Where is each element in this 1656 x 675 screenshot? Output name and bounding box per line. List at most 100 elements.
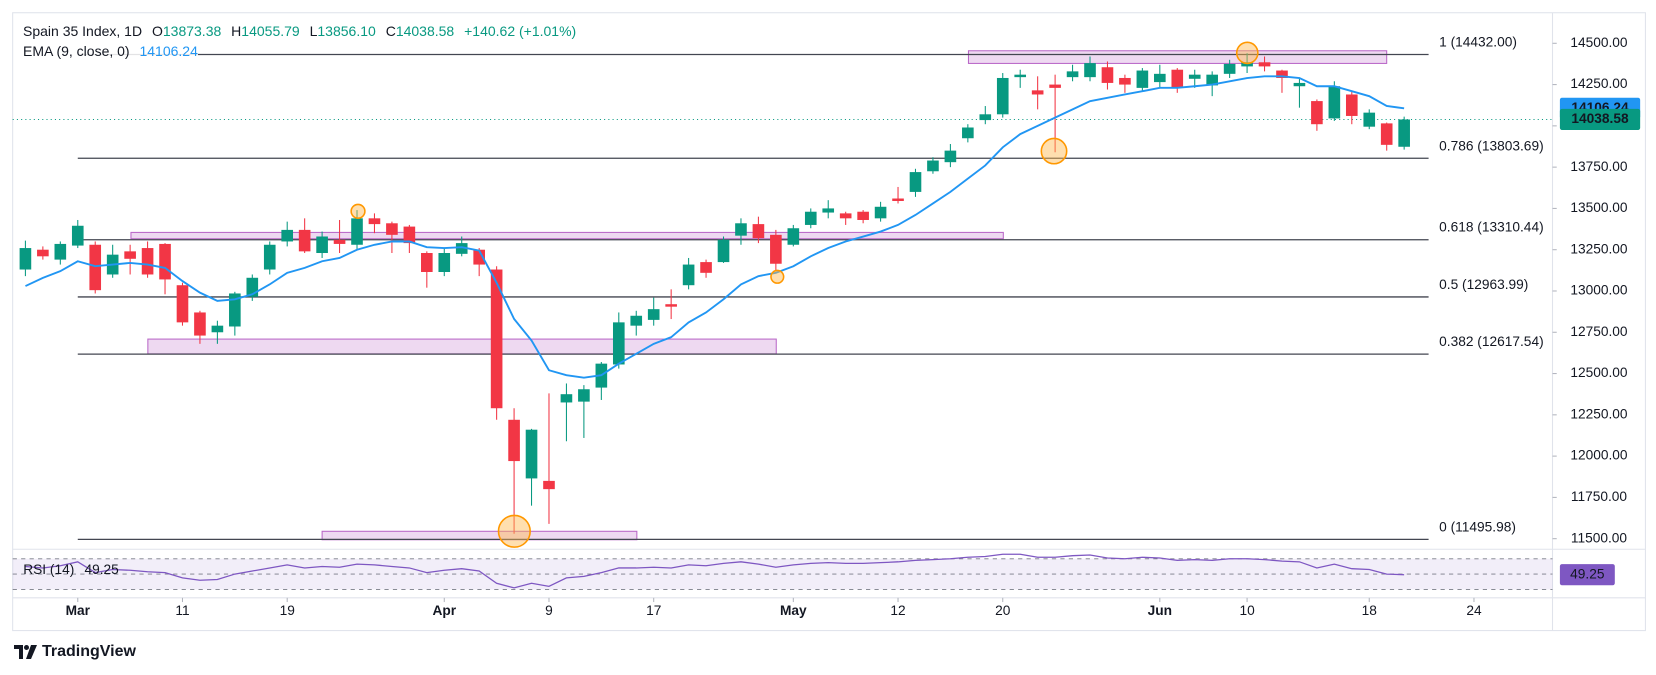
x-tick-label: 18 xyxy=(1362,603,1378,618)
candle-body xyxy=(263,244,276,270)
rsi-name: RSI (14) xyxy=(23,562,74,577)
candle-body xyxy=(770,234,782,264)
y-tick-label: 12250.00 xyxy=(1570,406,1628,421)
fib-label: 0.618 (13310.44) xyxy=(1439,220,1544,235)
candle-body xyxy=(996,77,1009,115)
zone xyxy=(967,50,1388,64)
zone xyxy=(130,231,1004,240)
candle-body xyxy=(1258,62,1271,67)
candle-body xyxy=(176,285,189,323)
x-tick-label: 11 xyxy=(175,603,189,618)
candle-body xyxy=(1119,77,1131,85)
candle-body xyxy=(979,114,992,121)
ohlc-value: 14038.58 xyxy=(395,23,455,39)
candle-body xyxy=(1328,86,1341,119)
candle-body xyxy=(1398,119,1410,147)
x-tick-label: 24 xyxy=(1466,603,1482,618)
x-tick-label: Mar xyxy=(66,603,91,618)
candle-body xyxy=(1276,70,1288,78)
brand-name: TradingView xyxy=(42,643,136,660)
candle-body xyxy=(1049,84,1061,88)
candle-body xyxy=(874,206,887,219)
y-tick-label: 11750.00 xyxy=(1571,489,1628,504)
candle-body xyxy=(1084,63,1096,78)
candle-body xyxy=(1345,94,1358,116)
candle-body xyxy=(560,394,573,403)
candle-body xyxy=(525,429,538,479)
candle-body xyxy=(962,127,974,139)
ema-name: EMA (9, close, 0) xyxy=(23,43,130,59)
ohlc-key: L xyxy=(309,23,318,39)
candle-body xyxy=(71,225,84,246)
candle-body xyxy=(351,218,363,245)
candle-body xyxy=(1031,90,1044,95)
candle-body xyxy=(1171,69,1184,88)
candle-body xyxy=(682,264,695,286)
x-tick-label: Jun xyxy=(1148,603,1172,618)
ohlc-key: C xyxy=(385,23,396,39)
candle-body xyxy=(1380,123,1393,145)
candle-body xyxy=(717,239,730,263)
candle-body xyxy=(298,229,311,252)
candle-body xyxy=(892,198,904,201)
candle-body xyxy=(1311,101,1323,125)
x-tick-label: 17 xyxy=(646,603,661,618)
candle-body xyxy=(316,236,328,254)
ohlc-key: H xyxy=(231,23,242,39)
price-tag-label: 14038.58 xyxy=(1571,111,1629,126)
ohlc-value: 14055.79 xyxy=(241,23,300,39)
candle-body xyxy=(944,150,957,163)
candle-body xyxy=(578,389,590,402)
fib-label: 0 (11495.98) xyxy=(1439,519,1516,534)
candle-body xyxy=(368,218,381,225)
rsi-tag-label: 49.25 xyxy=(1570,566,1605,581)
ohlc-value: 13856.10 xyxy=(317,23,376,39)
fib-label: 0.786 (13803.69) xyxy=(1439,138,1544,153)
candle-body xyxy=(403,226,416,244)
candle-body xyxy=(927,160,939,172)
candle-body xyxy=(455,243,468,254)
candle-body xyxy=(1101,67,1114,83)
rsi-line xyxy=(25,553,1405,589)
candle-body xyxy=(647,309,660,320)
highlight-circle xyxy=(770,269,785,284)
y-tick-label: 14250.00 xyxy=(1570,76,1628,91)
symbol-title: Spain 35 Index, 1D xyxy=(23,23,143,39)
candle-body xyxy=(333,239,346,244)
y-tick-label: 11500.00 xyxy=(1571,530,1628,545)
y-tick-label: 12750.00 xyxy=(1570,324,1628,339)
y-tick-label: 12000.00 xyxy=(1570,448,1628,463)
candle-body xyxy=(1363,112,1376,127)
y-tick-label: 13250.00 xyxy=(1570,241,1628,256)
brand-logo xyxy=(14,645,37,659)
x-tick-label: 10 xyxy=(1239,603,1255,618)
candle-body xyxy=(37,249,49,257)
candle-body xyxy=(630,315,643,326)
candle-body xyxy=(735,223,747,236)
frame xyxy=(12,12,1646,632)
rsi-value: 49.25 xyxy=(84,562,119,577)
candle-body xyxy=(1293,82,1306,87)
candle-body xyxy=(211,325,224,333)
candle-body xyxy=(229,293,241,327)
candle-body xyxy=(141,248,154,275)
candle-body xyxy=(857,211,869,220)
candle-body xyxy=(1066,71,1079,78)
candle-body xyxy=(1014,74,1027,78)
ohlc-key: O xyxy=(151,23,163,39)
candle-body xyxy=(1136,70,1149,88)
candle-body xyxy=(700,262,712,273)
candle-body xyxy=(194,312,206,336)
candle-body xyxy=(804,211,817,225)
x-tick-label: 9 xyxy=(545,603,553,618)
highlight-circle xyxy=(1235,41,1259,65)
candle-body xyxy=(438,253,451,272)
candle-body xyxy=(473,249,485,265)
fib-label: 0.382 (12617.54) xyxy=(1439,334,1544,349)
indicator-legend: EMA (9, close, 0) 14106.24 xyxy=(23,42,198,60)
candle-body xyxy=(1223,63,1236,74)
change: +140.62 (+1.01%) xyxy=(464,23,577,39)
candle-body xyxy=(752,224,765,239)
highlights xyxy=(350,41,1259,548)
